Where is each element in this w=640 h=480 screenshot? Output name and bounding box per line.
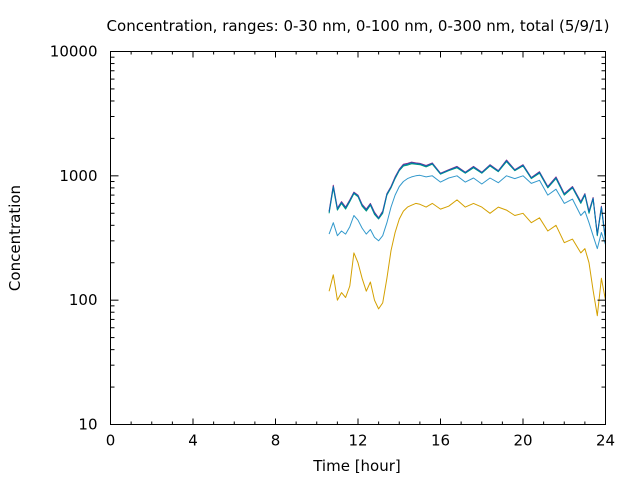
series-line-5 [328,160,606,241]
x-tick-label: 24 [596,432,615,450]
series-line-2 [328,174,606,250]
series-line-1 [328,199,606,317]
x-tick-label: 20 [513,432,532,450]
x-tick-label: 16 [431,432,450,450]
y-tick-label: 100 [69,291,98,309]
series-line-3 [328,161,606,241]
plot-frame [110,51,606,425]
series-layer [328,159,606,317]
x-tick-label: 12 [348,432,367,450]
y-tick-label: 10000 [50,43,98,61]
x-tick-label: 8 [271,432,281,450]
y-tick-label: 1000 [59,167,97,185]
x-tick-label: 0 [106,432,116,450]
y-tick-label: 10 [78,416,97,434]
chart-title: Concentration, ranges: 0-30 nm, 0-100 nm… [107,17,610,35]
y-axis-label: Concentration [6,185,24,291]
x-tick-label: 4 [188,432,198,450]
x-axis-label: Time [hour] [312,457,401,475]
axis-layer: 0 4 8 12 16 20 24 10 100 1000 10000 [50,43,615,450]
